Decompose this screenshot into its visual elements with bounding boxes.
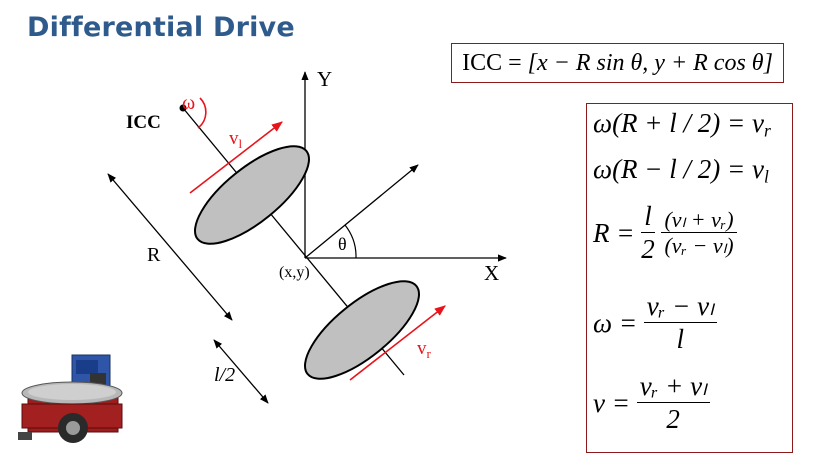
equation-4: ω = vᵣ − vₗ l [593,291,717,355]
equation-4-fraction: vᵣ − vₗ l [643,291,717,355]
omega-label: ω [182,92,196,114]
robot-image [18,354,123,443]
equation-3-fraction-1: l 2 [641,201,655,264]
equations-box: ω(R + l / 2) = vr ω(R − l / 2) = vl R = … [586,103,793,453]
vr-arrow [349,305,446,381]
theta-arc [344,224,357,259]
radius-arrow [107,173,233,321]
heading-arrow [304,164,419,259]
icc-formula-rhs: [x − R sin θ, y + R cos θ] [527,49,773,76]
radius-label: R [147,244,161,266]
icc-formula-lhs: ICC [462,49,503,76]
half-axle-label: l/2 [214,364,236,386]
equation-3-fraction-2: (vₗ + vᵣ) (vᵣ − vₗ) [661,207,737,260]
equation-2: ω(R − l / 2) = vl [593,154,769,187]
page-title: Differential Drive [27,12,295,43]
icc-label: ICC [126,112,161,133]
equation-3: R = l 2 (vₗ + vᵣ) (vᵣ − vₗ) [593,201,737,265]
vr-label: vr [417,338,431,361]
origin-label: (x,y) [279,264,310,281]
x-axis-label: X [484,261,500,285]
left-wheel [194,145,310,245]
omega-arc [197,97,207,129]
icc-point [179,104,187,112]
vl-label: vl [229,128,243,151]
right-wheel [304,280,420,380]
equation-5: v = vᵣ + vₗ 2 [593,371,710,435]
half-axle-arrow [213,339,269,404]
theta-label: θ [338,234,347,254]
y-axis-label: Y [317,67,333,91]
equation-5-fraction: vᵣ + vₗ 2 [636,371,710,435]
icc-formula-box: ICC = [x − R sin θ, y + R cos θ] [451,43,784,83]
icc-formula-eq: = [502,49,528,76]
equation-1: ω(R + l / 2) = vr [593,108,771,141]
